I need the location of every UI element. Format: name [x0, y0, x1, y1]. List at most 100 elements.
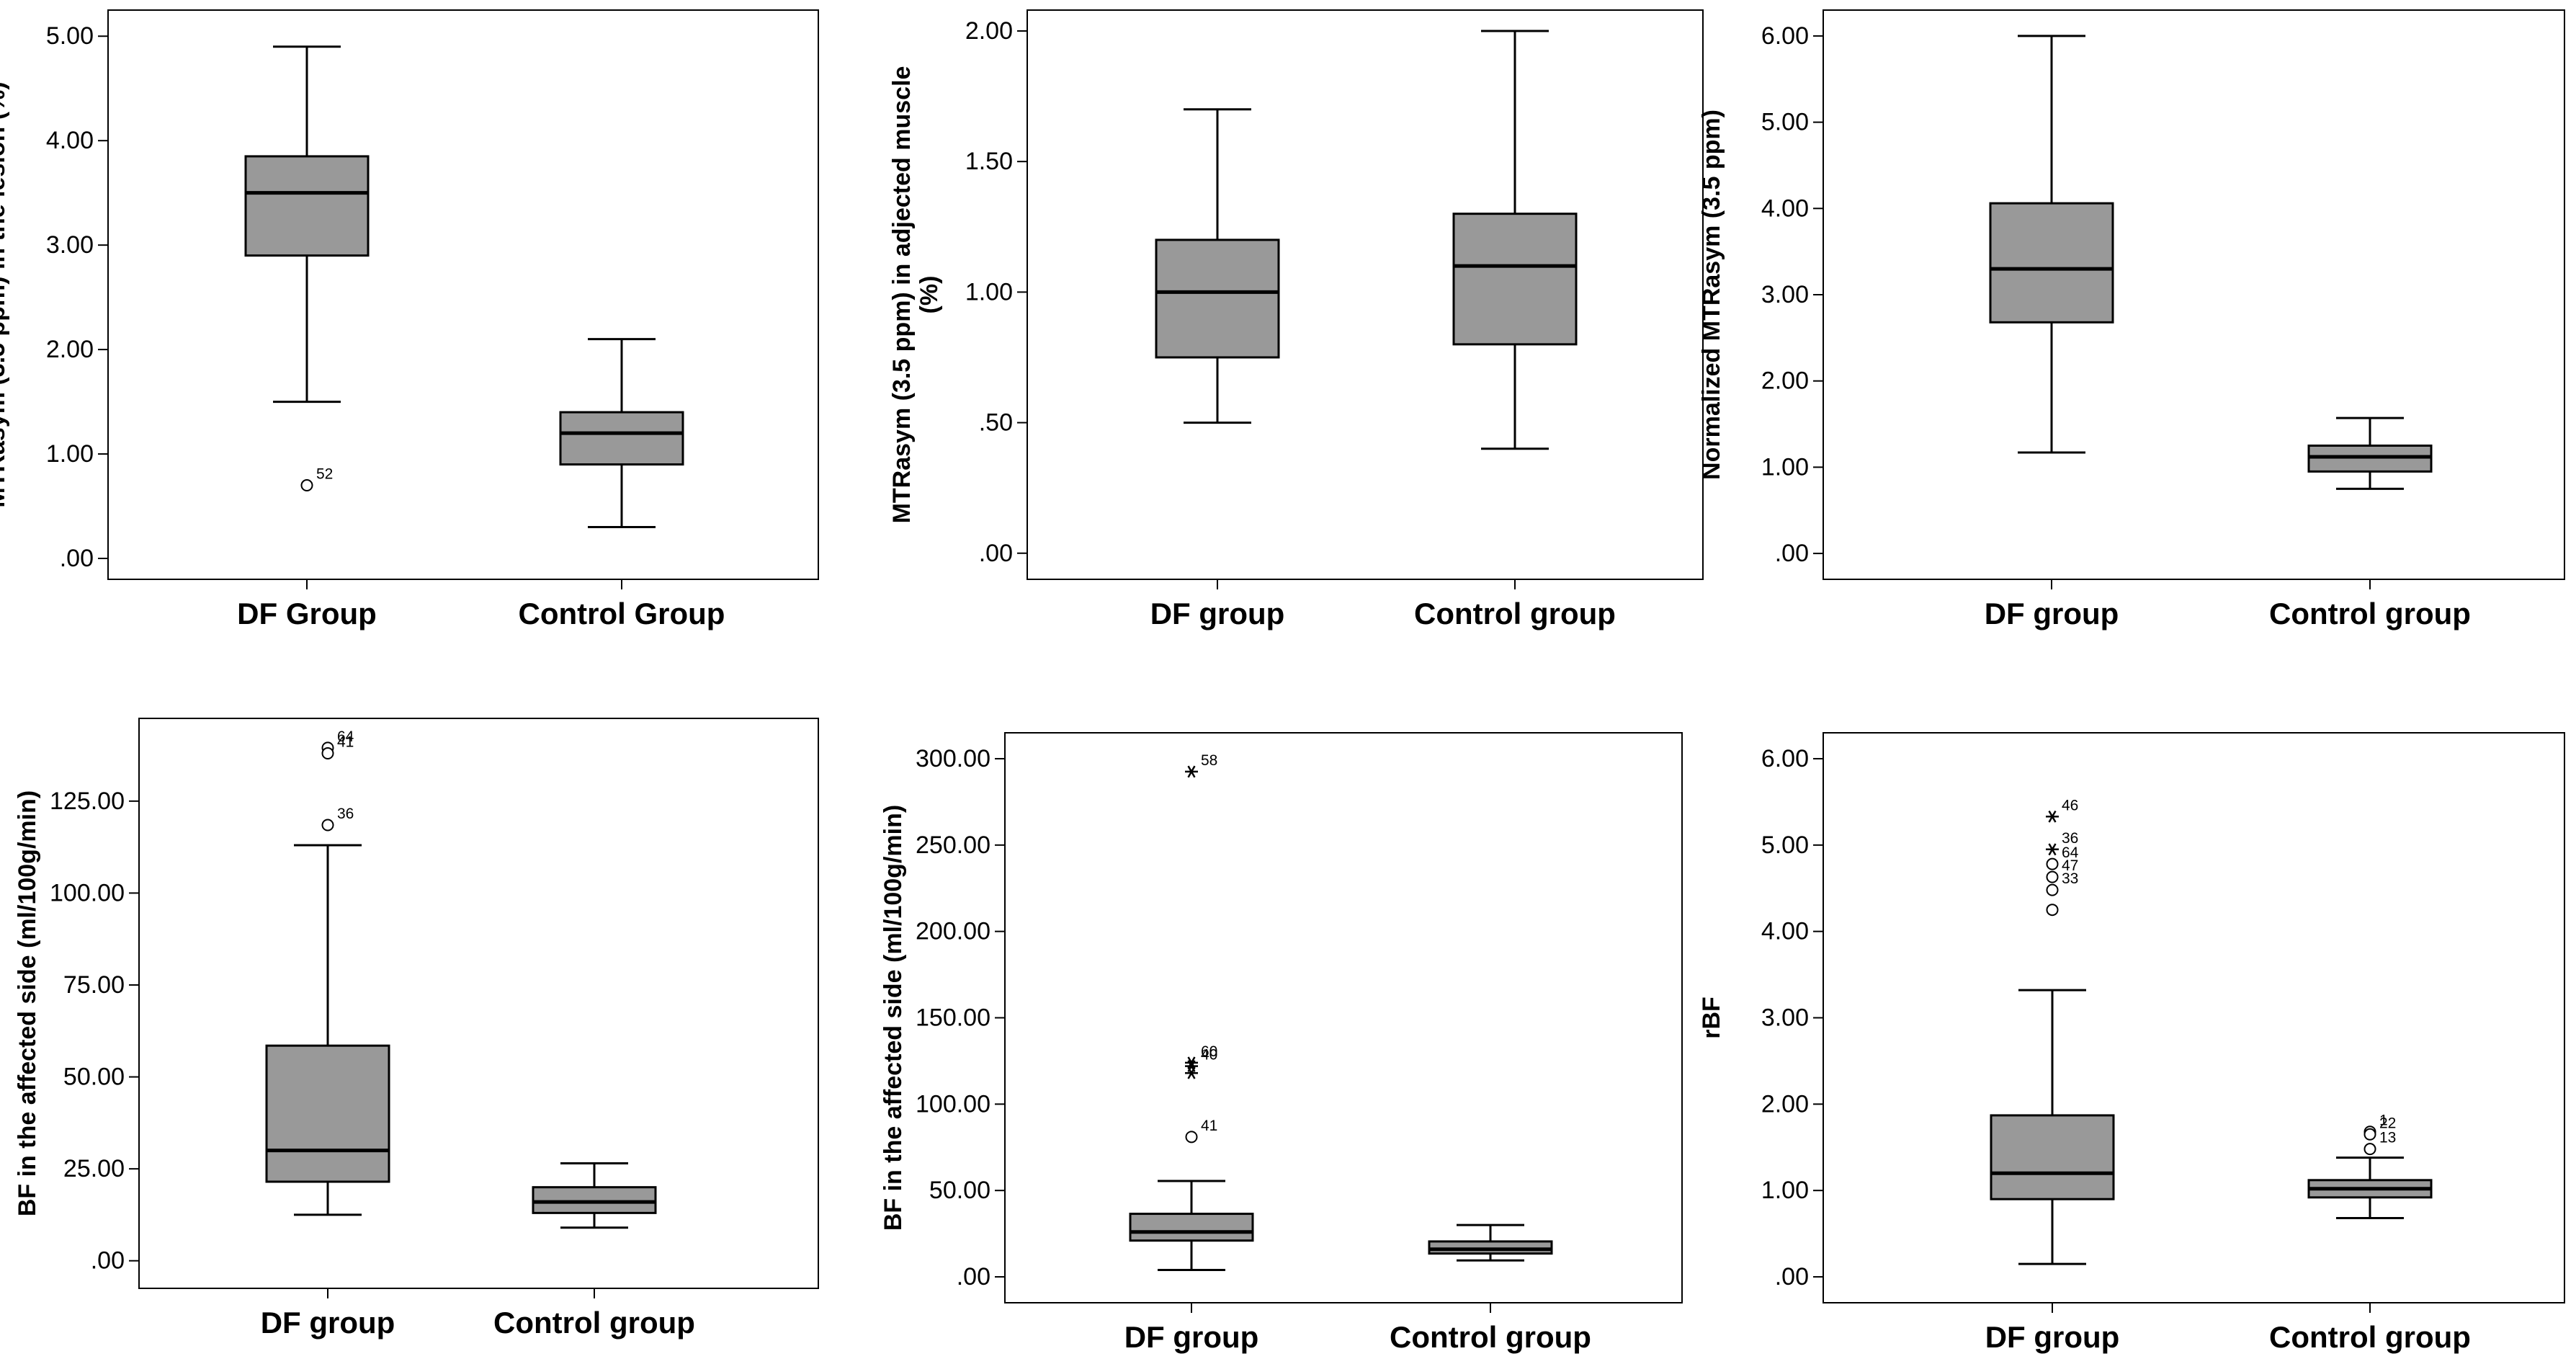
y-tick-label: .00 [1775, 1263, 1809, 1291]
outlier-label: 36 [2062, 830, 2078, 847]
outlier-label: 1 [2379, 1113, 2388, 1129]
y-tick-label: 6.00 [1761, 745, 1809, 772]
y-axis-title: BF in the affected side (ml/100g/min) [14, 790, 41, 1216]
y-tick-label: 150.00 [916, 1004, 990, 1032]
plot-frame [1004, 732, 1683, 1303]
y-tick-label: 50.00 [929, 1177, 990, 1204]
y-axis-title: Normalized MTRasym (3.5 ppm) [1698, 110, 1725, 480]
y-tick-label: 2.00 [1761, 367, 1809, 395]
outlier-label: 33 [2062, 870, 2078, 887]
iqr-box [1129, 1213, 1254, 1242]
y-tick-label: .00 [60, 545, 94, 572]
y-tick-label: 1.50 [965, 148, 1013, 175]
outlier-label: 64 [337, 728, 354, 745]
outlier-label: 58 [1201, 752, 1217, 769]
x-tick-label: DF group [261, 1306, 395, 1340]
y-tick-label: 250.00 [916, 832, 990, 859]
x-tick-label: Control group [2269, 597, 2471, 630]
chart-panel-5: .00 50.00 100.00 150.00 200.00 250.00 300.00 BF… [880, 732, 1683, 1354]
y-tick-label: 2.00 [46, 336, 94, 363]
chart-panel-6: .00 1.00 2.00 3.00 4.00 5.00 6.00 rBF DF group 46… [1698, 732, 2565, 1354]
y-tick-label: 6.00 [1761, 22, 1809, 50]
outlier-label: 36 [337, 806, 354, 822]
y-tick-label: 1.00 [46, 440, 94, 468]
outlier-label: 40 [1201, 1047, 1217, 1064]
outlier-marker [2046, 883, 2059, 896]
extreme-outlier-marker [2046, 810, 2059, 823]
extreme-outlier-marker [1185, 1066, 1198, 1079]
outlier-label: 46 [2062, 797, 2078, 814]
y-tick-label: 125.00 [50, 788, 125, 815]
y-axis-title: BF in the affected side (ml/100g/min) [880, 805, 907, 1231]
y-axis-title: MTRasym (3.5 ppm) in the lesion (%) [0, 81, 10, 507]
y-tick-label: 3.00 [1761, 281, 1809, 308]
y-tick-label: .00 [1775, 540, 1809, 567]
y-tick-label: 1.00 [1761, 453, 1809, 481]
outlier-marker [300, 479, 313, 492]
outlier-label: 22 [2379, 1115, 2396, 1131]
plot-frame [1823, 9, 2565, 580]
iqr-box [1990, 1114, 2115, 1200]
y-tick-label: 4.00 [46, 127, 94, 154]
outlier-marker [321, 819, 334, 832]
box-1 [1989, 35, 2114, 454]
iqr-box [1155, 239, 1280, 359]
box-1: 52 [244, 45, 370, 492]
chart-panel-1: .00 1.00 2.00 3.00 4.00 5.00 MTRasym (3.5 ppm)… [0, 9, 819, 630]
y-tick-label: 5.00 [1761, 832, 1809, 859]
y-tick-label: 200.00 [916, 918, 990, 945]
iqr-box [532, 1186, 657, 1214]
y-tick-label: 75.00 [63, 971, 125, 999]
plot-frame [138, 718, 819, 1289]
iqr-box [265, 1044, 390, 1183]
y-tick-label: 50.00 [63, 1064, 125, 1091]
y-tick-label: 3.00 [1761, 1004, 1809, 1032]
outlier-marker [2046, 857, 2059, 870]
iqr-box [1452, 213, 1578, 346]
y-tick-label: 1.00 [1761, 1177, 1809, 1204]
y-tick-label: 300.00 [916, 745, 990, 772]
x-tick-label: DF group [1985, 1320, 2120, 1354]
extreme-outlier-marker [2046, 843, 2059, 856]
outlier-label: 52 [316, 466, 333, 483]
plot-frame [1027, 9, 1704, 580]
y-tick-label: 1.00 [965, 278, 1013, 306]
y-axis-title: rBF [1698, 997, 1725, 1039]
y-tick-label: .00 [957, 1263, 990, 1291]
chart-panel-2: .00 .50 1.00 1.50 2.00 MTRasym (3.5 ppm) in a… [888, 9, 1704, 630]
y-tick-label: .50 [979, 409, 1013, 437]
box-2 [532, 1162, 657, 1229]
box-2 [559, 338, 684, 529]
y-tick-label: 2.00 [1761, 1090, 1809, 1118]
x-tick-label: DF group [1124, 1320, 1259, 1354]
outlier-marker [321, 746, 334, 759]
y-tick-label: 100.00 [50, 879, 125, 906]
outlier-label: 64 [2062, 844, 2079, 861]
x-tick-label: DF Group [237, 597, 377, 630]
y-tick-label: 4.00 [1761, 195, 1809, 222]
outlier-label: 13 [2379, 1130, 2396, 1146]
x-tick-label: Control group [493, 1306, 695, 1340]
box-1 [1155, 108, 1280, 424]
outlier-label: 47 [2062, 857, 2078, 874]
iqr-box [559, 411, 684, 466]
y-axis-title: MTRasym (3.5 ppm) in adjected muscle [888, 66, 916, 524]
x-tick-label: Control Group [519, 597, 725, 630]
box-2 [1452, 30, 1578, 450]
box-2 [2307, 416, 2433, 490]
x-tick-label: Control group [2269, 1320, 2471, 1354]
iqr-box [244, 155, 370, 257]
outlier-label: 60 [1201, 1043, 1217, 1060]
x-tick-label: Control group [1414, 597, 1616, 630]
chart-panel-3: .00 1.00 2.00 3.00 4.00 5.00 6.00 Normalized MT… [1698, 9, 2565, 630]
y-tick-label: .00 [979, 540, 1013, 567]
plot-frame [1823, 732, 2565, 1303]
outlier-marker [2363, 1143, 2376, 1156]
x-tick-label: Control group [1390, 1320, 1591, 1354]
y-tick-label: 100.00 [916, 1090, 990, 1118]
